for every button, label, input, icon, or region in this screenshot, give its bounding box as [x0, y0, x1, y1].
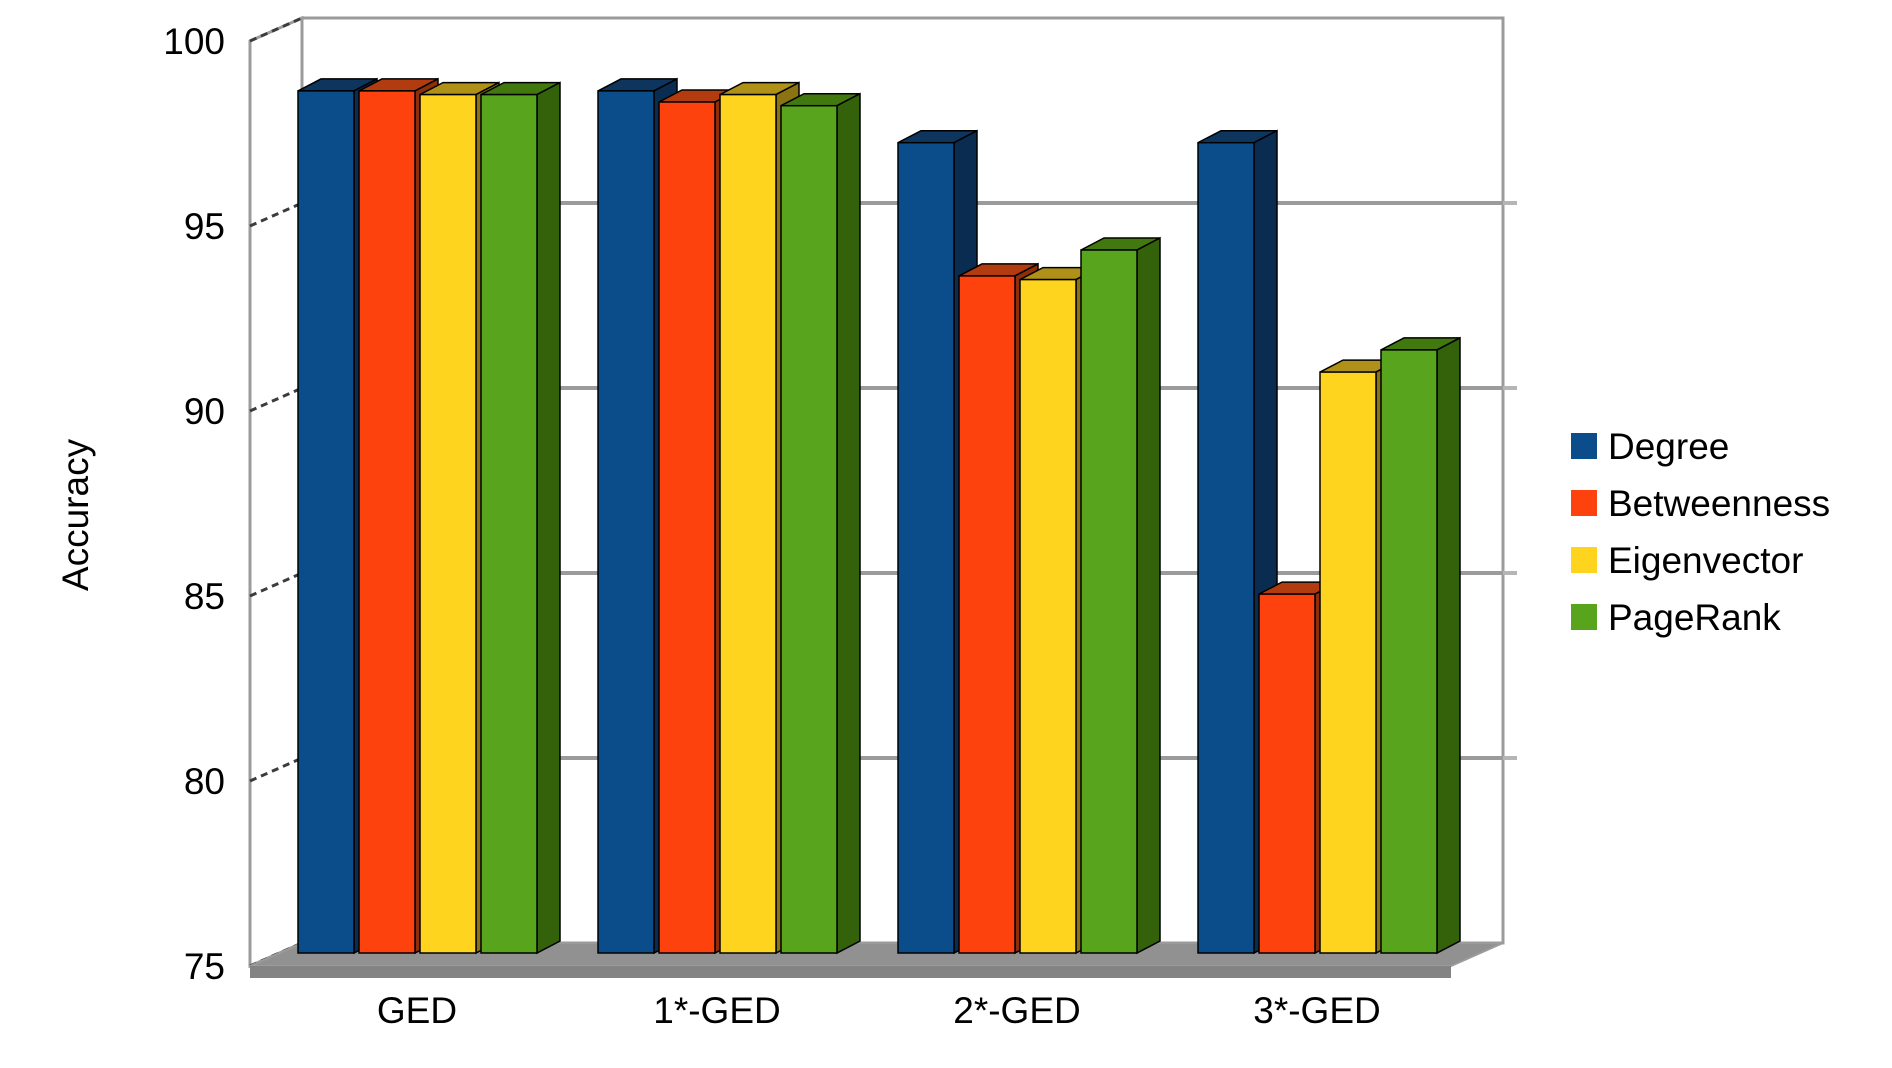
- y-axis-tick-label-100: 100: [163, 21, 225, 62]
- y-tick-mark-90: [249, 386, 303, 413]
- legend-item-eigenvector: Eigenvector: [1571, 540, 1803, 581]
- legend-chip-eigenvector: [1571, 547, 1597, 573]
- y-axis-tick-label-85: 85: [184, 576, 225, 617]
- y-tick-mark-80: [249, 756, 303, 783]
- bar-front-face: [480, 93, 538, 954]
- bar-side-face: [536, 81, 561, 955]
- y-axis-tick-label-80: 80: [184, 761, 225, 802]
- bar-front-face: [597, 90, 655, 954]
- y-axis-tick-label-95: 95: [184, 206, 225, 247]
- legend-item-betweenness: Betweenness: [1571, 483, 1830, 524]
- bar-pagerank-ged: [480, 81, 561, 955]
- bar-pagerank-1ged: [780, 92, 861, 955]
- legend-label-degree: Degree: [1608, 426, 1729, 467]
- bar-front-face: [958, 275, 1016, 954]
- bar-front-face: [358, 90, 416, 954]
- bar-front-face: [1197, 141, 1255, 954]
- legend-label-betweenness: Betweenness: [1608, 483, 1830, 524]
- floor-front: [250, 966, 1451, 978]
- legend-chip-pagerank: [1571, 604, 1597, 630]
- y-axis-tick-label-75: 75: [184, 946, 225, 987]
- bar-front-face: [780, 104, 838, 954]
- y-tick-mark-85: [249, 571, 303, 598]
- category-label-2ged: 2*-GED: [953, 990, 1080, 1031]
- legend-chip-betweenness: [1571, 490, 1597, 516]
- category-label-3ged: 3*-GED: [1253, 990, 1380, 1031]
- legend-label-pagerank: PageRank: [1608, 597, 1781, 638]
- bar-side-face: [836, 92, 861, 955]
- bar-front-face: [1380, 349, 1438, 954]
- y-tick-mark-100: [249, 16, 303, 43]
- bar-front-face: [419, 93, 477, 954]
- bar-side-face: [1136, 236, 1161, 955]
- bar-pagerank-3ged: [1380, 336, 1461, 955]
- bar-front-face: [719, 93, 777, 954]
- bar-front-face: [1019, 278, 1077, 954]
- legend: Degree Betweenness Eigenvector PageRank: [1571, 426, 1830, 638]
- bar-front-face: [1080, 249, 1138, 954]
- y-tick-mark-95: [249, 201, 303, 228]
- legend-item-pagerank: PageRank: [1571, 597, 1781, 638]
- bar-front-face: [897, 141, 955, 954]
- legend-label-eigenvector: Eigenvector: [1608, 540, 1803, 581]
- y-axis-tick-label-90: 90: [184, 391, 225, 432]
- bar-pagerank-2ged: [1080, 236, 1161, 955]
- bar-front-face: [297, 90, 355, 954]
- left-wall: [248, 15, 304, 969]
- legend-item-degree: Degree: [1571, 426, 1729, 467]
- bar-front-face: [658, 101, 716, 954]
- bar-side-face: [1436, 336, 1461, 955]
- category-label-1ged: 1*-GED: [653, 990, 780, 1031]
- category-label-ged: GED: [377, 990, 457, 1031]
- bar-front-face: [1319, 371, 1377, 954]
- bar-front-face: [1258, 593, 1316, 954]
- legend-chip-degree: [1571, 433, 1597, 459]
- y-axis-title: Accuracy: [55, 438, 96, 591]
